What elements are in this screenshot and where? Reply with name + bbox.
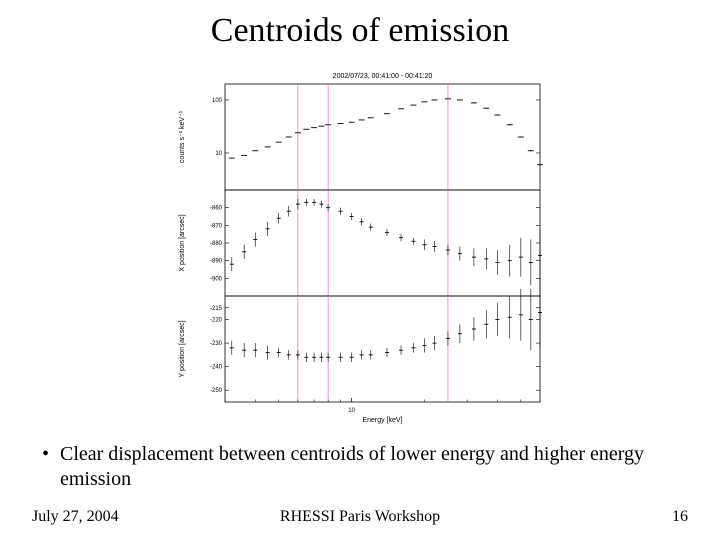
bullet-text: Clear displacement between centroids of … <box>60 443 644 490</box>
svg-text:counts s⁻¹ keV⁻¹: counts s⁻¹ keV⁻¹ <box>179 110 186 163</box>
svg-text:Y position [arcsec]: Y position [arcsec] <box>179 320 186 377</box>
svg-text:X position [arcsec]: X position [arcsec] <box>179 214 186 271</box>
svg-text:-890: -890 <box>210 259 223 265</box>
footer-venue: RHESSI Paris Workshop <box>32 508 688 526</box>
svg-text:-240: -240 <box>210 365 223 371</box>
bullet-item: • Clear displacement between centroids o… <box>60 442 670 492</box>
svg-text:-900: -900 <box>210 276 223 282</box>
svg-text:-230: -230 <box>210 341 223 347</box>
svg-text:Energy [keV]: Energy [keV] <box>362 417 402 424</box>
figure-centroids: 2002/07/23, 00:41:00 - 00:41:20 10 100 coun… <box>170 68 550 428</box>
svg-text:10: 10 <box>215 151 222 157</box>
svg-text:100: 100 <box>212 98 223 104</box>
footer-page: 16 <box>672 508 688 526</box>
svg-text:-860: -860 <box>210 206 223 212</box>
svg-text:-220: -220 <box>210 318 223 324</box>
svg-text:2002/07/23, 00:41:00 - 00:41:2: 2002/07/23, 00:41:00 - 00:41:20 <box>333 73 433 80</box>
svg-text:-250: -250 <box>210 388 223 394</box>
page-title: Centroids of emission <box>0 12 720 50</box>
footer: July 27, 2004 RHESSI Paris Workshop 16 <box>32 508 688 526</box>
svg-text:10: 10 <box>348 408 355 414</box>
svg-text:-880: -880 <box>210 241 223 247</box>
bullet-dot: • <box>42 442 49 467</box>
slide: Centroids of emission 2002/07/23, 00:41:… <box>0 0 720 540</box>
svg-text:-215: -215 <box>210 306 223 312</box>
svg-text:-870: -870 <box>210 223 223 229</box>
